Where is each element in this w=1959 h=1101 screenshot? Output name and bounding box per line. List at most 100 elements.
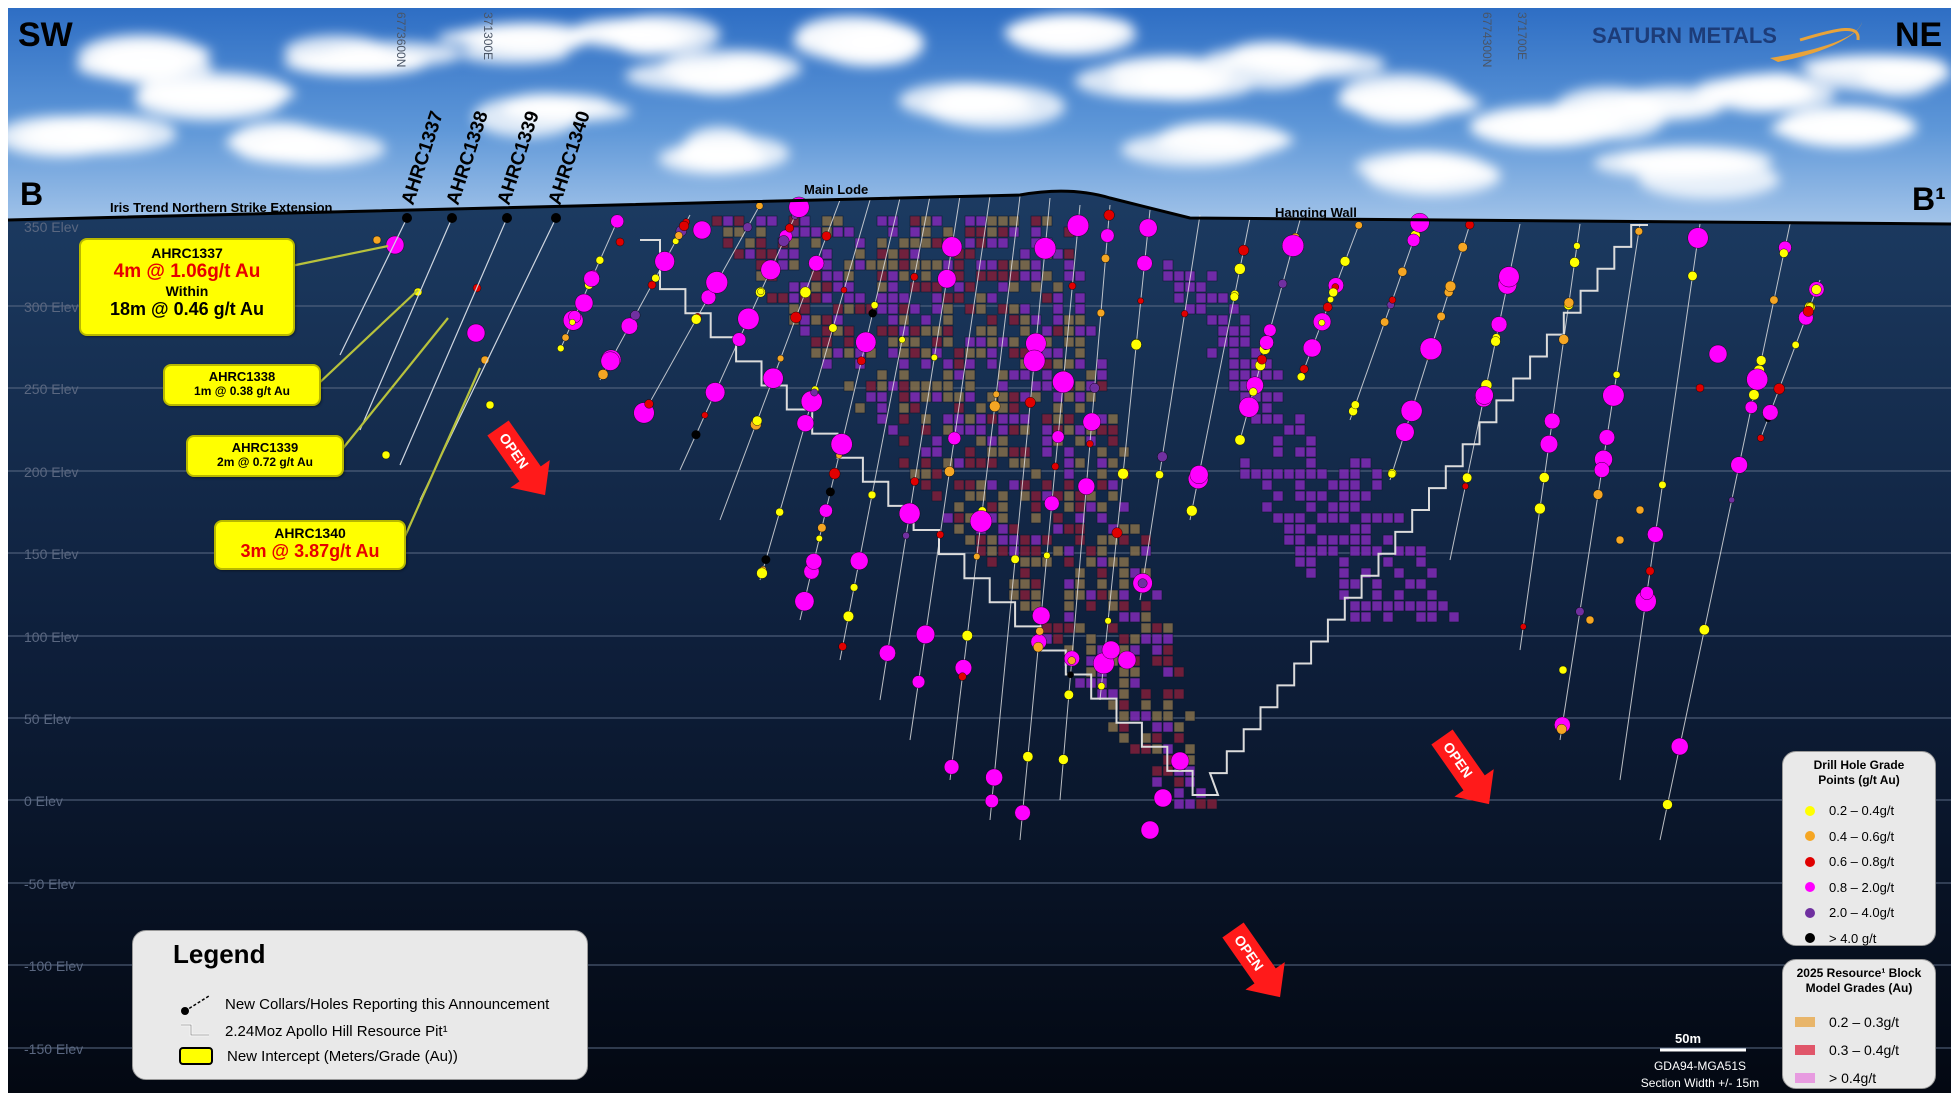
grade-point [843,610,854,622]
cloud [571,21,702,49]
elev-label: -50 Elev [24,876,75,892]
block-cell [1019,578,1031,590]
block-cell [1448,611,1460,623]
svg-text:SATURN METALS: SATURN METALS [1592,23,1777,48]
block-cell [1074,314,1086,326]
block-cell [1349,578,1361,590]
block-cell [887,281,899,293]
grade-point [679,220,690,231]
block-cell [1019,424,1031,436]
grade-point [1461,482,1469,490]
block-cell [854,237,866,249]
block-cell [1305,468,1317,480]
block-cell [1085,369,1097,381]
grade-point [737,307,760,330]
block-cell [1019,490,1031,502]
block-cell [931,435,943,447]
grade-point [850,583,859,592]
block-cell [1294,534,1306,546]
block-cell [942,336,954,348]
grade-point [910,272,919,281]
block-cell [986,292,998,304]
block-cell [964,446,976,458]
elev-label: 0 Elev [24,793,63,809]
block-cell [821,358,833,370]
block-cell [997,413,1009,425]
block-cell [997,490,1009,502]
block-cell [964,413,976,425]
block-cell [964,281,976,293]
block-cell [1107,479,1119,491]
block-cell [931,281,943,293]
block-cell [1173,721,1185,733]
grade-label: 0.8 – 2.0g/t [1829,879,1895,895]
cloud [437,27,568,48]
block-cell [1173,787,1185,799]
grade-point [838,642,847,651]
grade-point [1318,319,1326,327]
block-cell [865,391,877,403]
block-cell [1019,314,1031,326]
grade-point [1322,302,1333,312]
block-cell [799,325,811,337]
block-cell [1140,743,1152,755]
grade-points-item: 0.4 – 0.6g/t [1805,824,1894,850]
block-cell [975,545,987,557]
grade-point [756,567,768,579]
block-cell [1085,545,1097,557]
grade-point [1328,287,1338,298]
legend-item-new-intercept: New Intercept (Meters/Grade (Au)) [175,1047,458,1065]
block-cell [1360,567,1372,579]
block-cell [1118,578,1130,590]
grade-point [1475,386,1494,405]
block-cell [1239,457,1251,469]
block-cell [1052,325,1064,337]
block-cell [986,435,998,447]
block-cell [1107,413,1119,425]
block-cell [1140,688,1152,700]
grade-point [815,535,823,542]
block-cell [1008,281,1020,293]
grade-point [1052,370,1075,393]
block-cell [1052,391,1064,403]
grade-label: 0.6 – 0.8g/t [1829,854,1895,870]
grade-point [1186,505,1198,517]
block-cell [1228,325,1240,337]
block-cell [898,248,910,260]
grade-point [937,269,957,289]
block-cell [755,226,767,238]
grade-point [1101,640,1121,660]
block-cell [1162,688,1174,700]
block-cell [997,259,1009,271]
block-cell [755,237,767,249]
grade-point [1043,551,1051,560]
grade-point [595,256,605,265]
block-cell [931,259,943,271]
block-cell [1327,534,1339,546]
block-cell [1184,743,1196,755]
block-cell [898,303,910,315]
block-cell [1338,468,1350,480]
block-cell [1217,292,1229,304]
grade-point [1573,242,1581,250]
block-cell [788,248,800,260]
block-cell [964,358,976,370]
block-cell [1085,644,1097,656]
grade-color-dot [1805,831,1815,842]
grade-point [1034,237,1057,260]
grade-point [1462,472,1473,483]
block-cell [964,391,976,403]
block-cell [854,402,866,414]
grade-point [778,235,790,247]
block-cell [1283,424,1295,436]
block-cell [1162,622,1174,634]
grade-point [1791,341,1800,349]
block-cell [1052,622,1064,634]
block-cell [1118,589,1130,601]
block-cell [1162,666,1174,678]
block-cell [1063,424,1075,436]
elev-label: 50 Elev [24,711,71,727]
grade-point [1351,400,1360,410]
